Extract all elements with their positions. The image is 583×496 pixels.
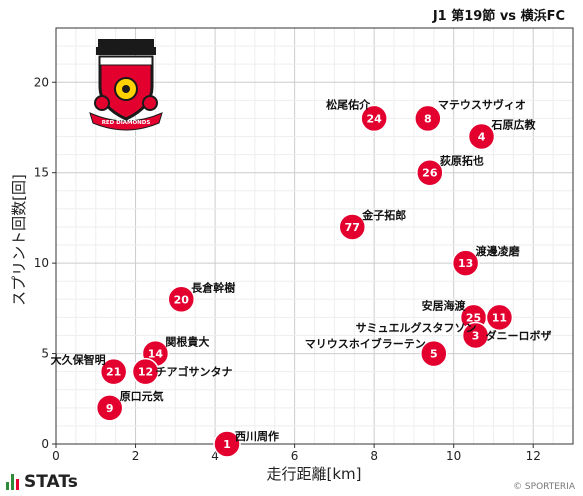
player-marker	[420, 339, 448, 368]
player-marker	[416, 158, 444, 187]
player-marker	[485, 303, 514, 332]
player-marker	[213, 430, 241, 458]
player-number: 25	[466, 311, 481, 324]
player-number: 77	[345, 221, 360, 234]
player-number: 12	[138, 366, 153, 379]
x-tick-label: 6	[291, 449, 299, 463]
player-name-label: マリウスホイブラーテン	[305, 337, 426, 351]
x-tick-label: 10	[446, 449, 461, 463]
y-tick-label: 15	[34, 166, 49, 180]
player-number: 9	[106, 402, 114, 415]
player-marker	[414, 104, 442, 133]
player-name-label: 関根貴大	[165, 335, 209, 349]
player-number: 5	[430, 348, 438, 361]
player-point: 20	[167, 285, 196, 314]
copyright: © SPORTERIA	[513, 482, 575, 492]
player-marker	[360, 104, 388, 133]
y-tick-label: 5	[41, 347, 49, 361]
x-tick-label: 4	[211, 449, 219, 463]
player-number: 24	[366, 112, 382, 125]
crest-text: RED DIAMONDS	[102, 120, 151, 126]
player-point: 12	[131, 357, 160, 386]
player-name-label: マテウスサヴィオ	[438, 97, 526, 111]
player-name-label: 石原広教	[491, 118, 537, 132]
player-point: 3	[461, 321, 490, 350]
player-number: 8	[424, 112, 432, 125]
player-marker	[167, 285, 196, 314]
player-name-label: ダニーロボザ	[486, 328, 552, 342]
player-marker	[451, 249, 480, 277]
player-marker	[338, 213, 367, 241]
x-tick-label: 8	[370, 449, 378, 463]
player-name-label: 原口元気	[120, 389, 164, 403]
player-marker	[131, 357, 160, 386]
player-name-label: 安居海渡	[422, 298, 467, 312]
player-name-label: 渡邊凌磨	[476, 244, 521, 258]
player-name-label: 長倉幹樹	[191, 280, 235, 294]
plot-frame	[55, 27, 574, 445]
urawa-crest-icon: RED DIAMONDS	[89, 39, 163, 131]
player-number: 14	[148, 348, 164, 361]
player-name-label: 金子拓郎	[361, 208, 406, 222]
y-tick-label: 0	[41, 437, 49, 451]
player-number: 1	[223, 438, 231, 451]
x-tick-label: 2	[132, 449, 140, 463]
player-name-label: 大久保智明	[51, 353, 106, 367]
player-marker	[99, 357, 128, 386]
player-marker	[461, 321, 490, 350]
player-point: 21	[99, 357, 128, 386]
player-marker	[467, 122, 496, 151]
x-axis-label: 走行距離[km]	[266, 465, 361, 483]
player-point: 4	[467, 122, 496, 151]
player-point: 8	[414, 104, 442, 133]
x-tick-label: 12	[526, 449, 541, 463]
player-point: 9	[95, 394, 124, 422]
player-name-label: サミュエルグスタフソン	[356, 320, 477, 334]
player-name-label: 松尾佑介	[326, 97, 371, 111]
player-number: 20	[174, 293, 190, 306]
stats-logo: STATs	[6, 472, 78, 492]
player-point: 24	[360, 104, 388, 133]
player-number: 13	[458, 257, 473, 270]
player-point: 13	[451, 249, 480, 277]
stats-logo-icon	[6, 474, 19, 490]
player-point: 5	[420, 339, 448, 368]
y-tick-label: 20	[34, 75, 49, 89]
stats-logo-text: STATs	[24, 472, 78, 492]
player-name-label: 荻原拓也	[440, 154, 484, 168]
x-tick-label: 0	[52, 449, 60, 463]
player-name-label: チアゴサンタナ	[155, 365, 232, 379]
player-point: 26	[416, 158, 444, 187]
player-name-label: 西川周作	[235, 429, 279, 443]
player-number: 3	[472, 329, 480, 342]
data-points: 24 8 4 26 77 13 20 25 11 3 5 14 21 12 9 1 松尾佑介 マテウスサヴィオ石原…	[51, 97, 552, 458]
player-point: 1	[213, 430, 241, 458]
chart-title: J1 第19節 vs 横浜FC	[432, 8, 565, 24]
y-axis-label: スプリント回数[回]	[10, 174, 28, 306]
y-tick-label: 10	[34, 256, 49, 270]
player-number: 4	[478, 131, 486, 144]
player-point: 77	[338, 213, 367, 241]
player-marker	[95, 394, 124, 422]
player-number: 11	[492, 311, 507, 324]
player-number: 26	[422, 167, 438, 180]
player-point: 11	[485, 303, 514, 332]
player-number: 21	[106, 366, 121, 379]
